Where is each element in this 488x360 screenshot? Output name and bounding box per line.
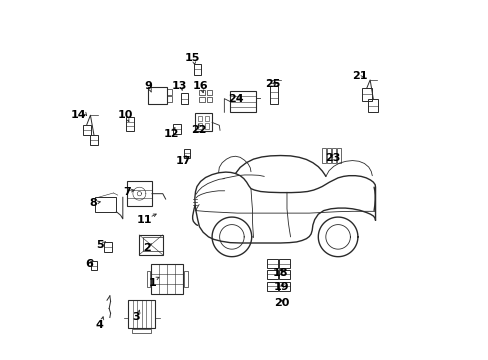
Bar [167,89,171,95]
Bar [266,270,277,279]
Bar [199,97,204,102]
Text: 24: 24 [227,94,243,104]
Bar [266,259,277,268]
Bar [139,235,163,255]
Bar [194,113,212,131]
Bar [142,237,163,251]
Bar [126,181,152,206]
Bar [361,88,371,101]
Bar [90,135,98,145]
Bar [230,91,256,112]
Text: 12: 12 [163,129,179,139]
Bar [103,242,111,252]
Bar [197,123,202,129]
Text: 7: 7 [123,186,131,197]
Bar [204,123,209,129]
Bar [181,93,187,104]
Bar [336,148,340,163]
Bar [132,329,151,333]
Text: 4: 4 [96,320,103,330]
Bar [266,282,277,291]
Text: 14: 14 [71,110,86,120]
Bar [206,97,211,102]
Bar [367,99,378,112]
Bar [183,149,190,158]
Text: 25: 25 [265,79,281,89]
Text: 18: 18 [272,268,287,278]
Text: 13: 13 [172,81,187,91]
Bar [206,90,211,95]
Bar [204,116,209,121]
Bar [91,261,97,270]
Text: 6: 6 [85,258,93,269]
Bar [269,86,278,104]
Text: 9: 9 [144,81,152,91]
Bar [321,148,325,163]
Text: 11: 11 [136,215,152,225]
Text: 22: 22 [191,125,206,135]
Bar [151,264,183,294]
Bar [146,271,150,287]
Bar [95,197,116,212]
Bar [331,148,335,163]
Bar [128,300,155,328]
Bar [125,117,134,131]
Text: 21: 21 [351,71,366,81]
Bar [326,148,330,163]
Bar [279,259,289,268]
Text: 16: 16 [192,81,208,91]
Bar [148,87,166,104]
Text: 5: 5 [96,240,103,250]
Text: 3: 3 [132,312,140,322]
Bar [199,90,204,95]
Bar [183,271,187,287]
Text: 23: 23 [324,153,339,163]
Text: 15: 15 [184,53,200,63]
Bar [167,96,171,102]
Text: 1: 1 [148,278,156,288]
Text: 20: 20 [274,298,289,308]
Bar [82,125,91,135]
Bar [197,116,202,121]
Bar [172,124,181,134]
Bar [194,64,201,75]
Bar [279,282,289,291]
Text: 8: 8 [89,198,97,208]
Text: 19: 19 [274,282,289,292]
Text: 2: 2 [142,243,150,253]
Text: 17: 17 [175,156,191,166]
Text: 10: 10 [117,110,132,120]
Bar [279,270,289,279]
